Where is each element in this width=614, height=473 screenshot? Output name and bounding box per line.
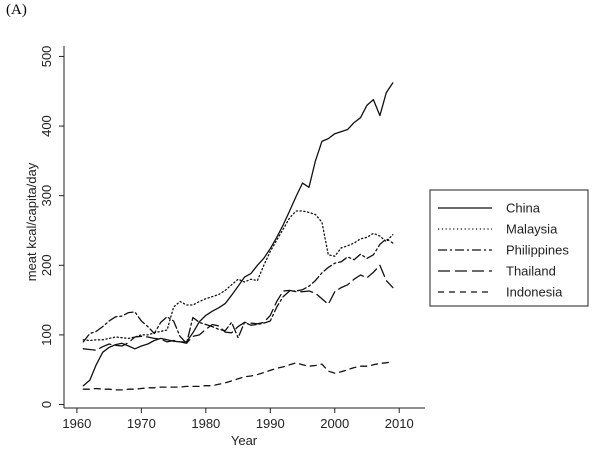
y-tick-label: 400	[39, 115, 54, 137]
y-axis-title: meat kcal/capita/day	[24, 162, 39, 281]
panel-label: (A)	[6, 2, 27, 18]
y-tick-label: 0	[39, 401, 54, 408]
x-tick-label: 1970	[127, 416, 156, 431]
legend-label-china: China	[506, 201, 541, 216]
series-line-thailand	[82, 264, 394, 351]
x-tick-label: 1960	[62, 416, 91, 431]
y-tick-label: 200	[39, 254, 54, 276]
legend-label-indonesia: Indonesia	[506, 285, 563, 300]
legend-label-malaysia: Malaysia	[506, 222, 558, 237]
y-tick-label: 300	[39, 185, 54, 207]
plot-area	[82, 82, 394, 391]
legend-label-philippines: Philippines	[506, 243, 569, 258]
series-line-indonesia	[82, 360, 394, 391]
axes: 0 100 200 300 400 500 1960 1970 1980 1990 2000 2010	[39, 46, 425, 431]
x-tick-label: 2010	[385, 416, 414, 431]
y-tick-label: 100	[39, 324, 54, 346]
legend: China Malaysia Philippines Thailand Indonesi…	[429, 189, 589, 307]
series-line-malaysia	[82, 210, 394, 342]
legend-box	[429, 189, 589, 307]
x-axis-title: Year	[231, 433, 258, 448]
x-tick-label: 2000	[320, 416, 349, 431]
x-tick-label: 1990	[256, 416, 285, 431]
series-line-china	[82, 82, 394, 387]
legend-label-thailand: Thailand	[506, 264, 556, 279]
y-tick-label: 500	[39, 46, 54, 68]
x-tick-label: 1980	[191, 416, 220, 431]
series-line-philippines	[82, 238, 394, 344]
